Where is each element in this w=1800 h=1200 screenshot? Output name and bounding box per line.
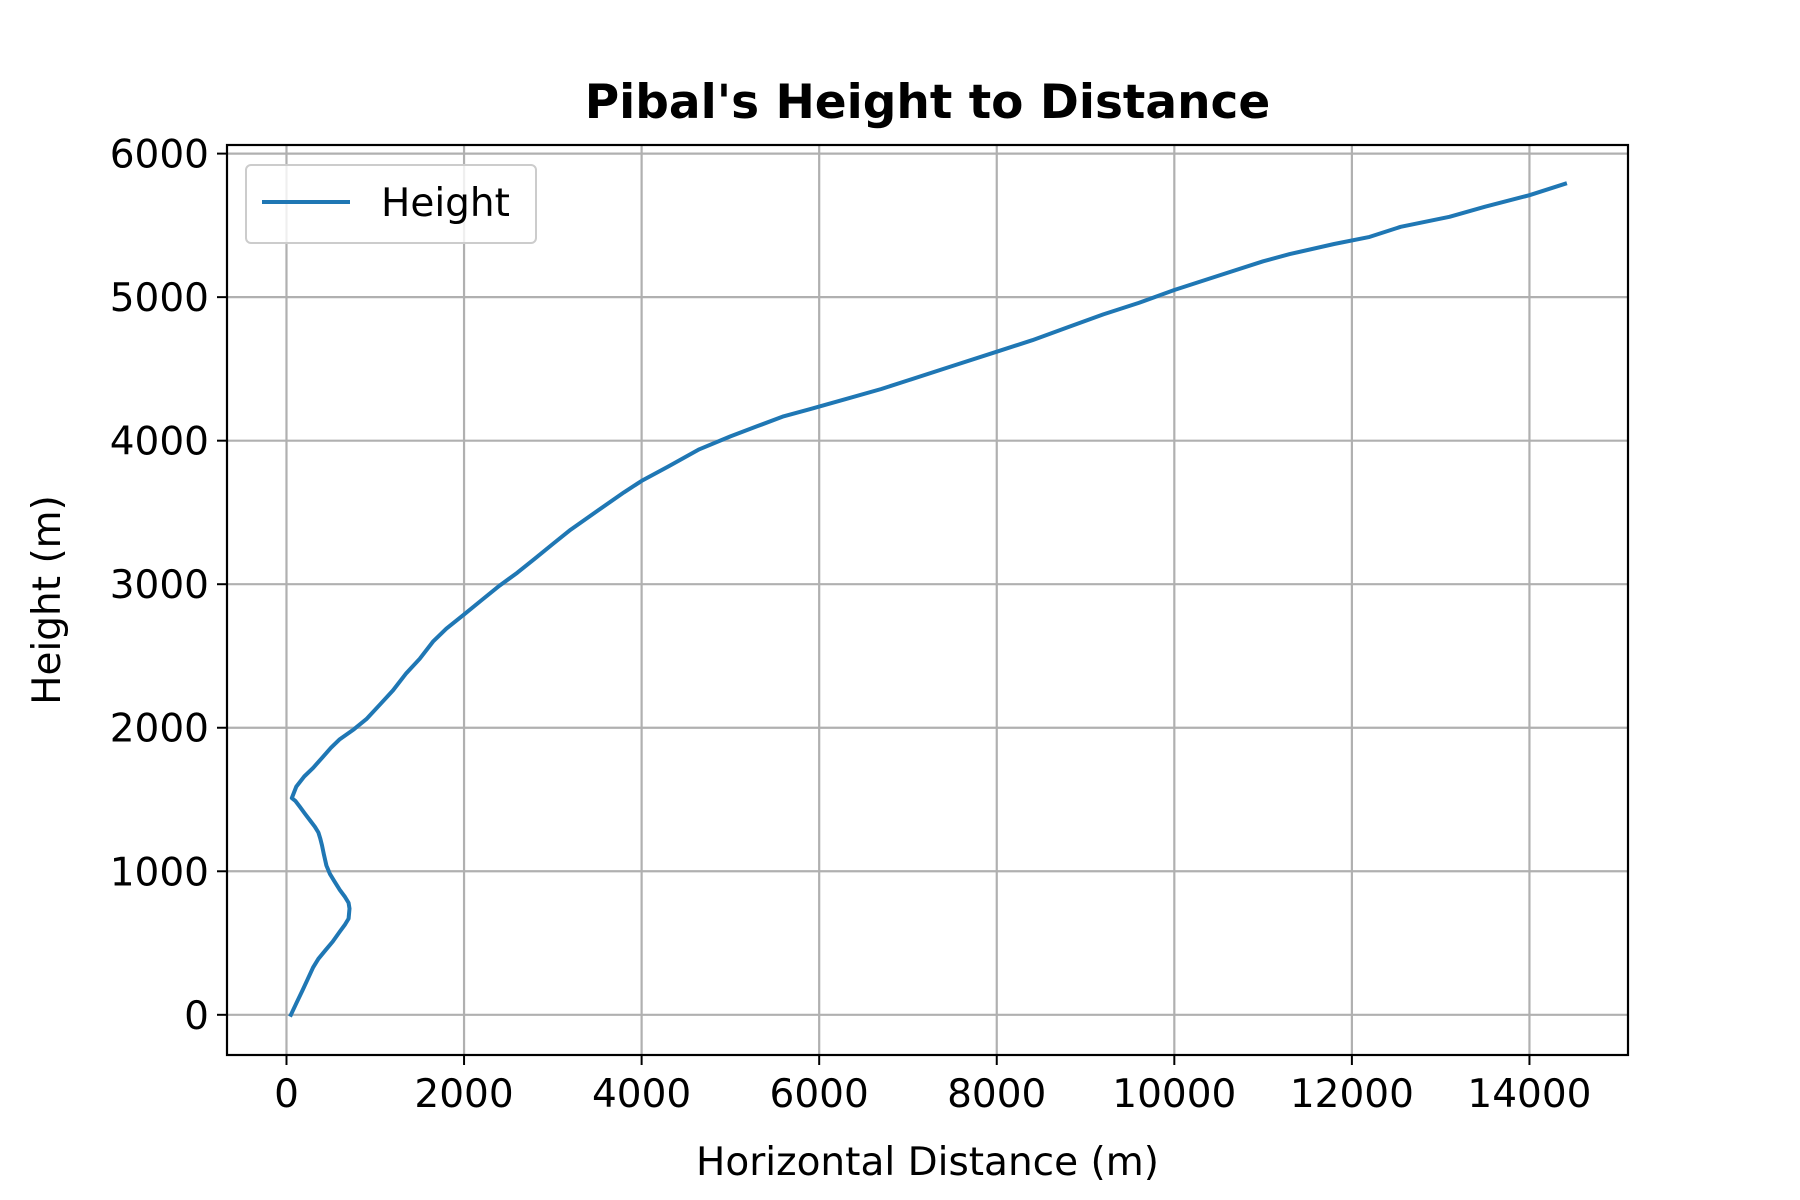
x-tick-label: 2000: [414, 1072, 513, 1117]
y-tick-label: 6000: [110, 133, 209, 178]
x-tick-label: 4000: [592, 1072, 691, 1117]
legend: Height: [245, 164, 537, 244]
grid: [227, 145, 1628, 1055]
chart-title: Pibal's Height to Distance: [585, 75, 1271, 130]
y-axis-label: Height (m): [25, 495, 70, 705]
x-tick-label: 8000: [947, 1072, 1046, 1117]
x-axis-label: Horizontal Distance (m): [696, 1140, 1159, 1185]
legend-box: [245, 164, 537, 244]
series-line-height: [288, 181, 1568, 1018]
y-tick-label: 5000: [110, 276, 209, 321]
x-tick-label: 6000: [770, 1072, 869, 1117]
y-tick-label: 3000: [110, 563, 209, 608]
legend-label-height: Height: [381, 181, 510, 226]
x-tick-label: 14000: [1467, 1072, 1591, 1117]
series-layer: [288, 181, 1568, 1018]
y-tick-label: 0: [184, 994, 209, 1039]
x-tick-label: 0: [274, 1072, 299, 1117]
x-tick-label: 10000: [1112, 1072, 1236, 1117]
x-axis: 0 2000 4000 6000 8000 10000 12000 14000: [274, 1055, 1591, 1117]
x-tick-label: 12000: [1290, 1072, 1414, 1117]
y-tick-label: 1000: [110, 850, 209, 895]
plot-frame: [225, 143, 1630, 1057]
y-tick-label: 2000: [110, 707, 209, 752]
y-tick-label: 4000: [110, 420, 209, 465]
y-axis: 0 1000 2000 3000 4000 5000 6000: [110, 133, 227, 1039]
